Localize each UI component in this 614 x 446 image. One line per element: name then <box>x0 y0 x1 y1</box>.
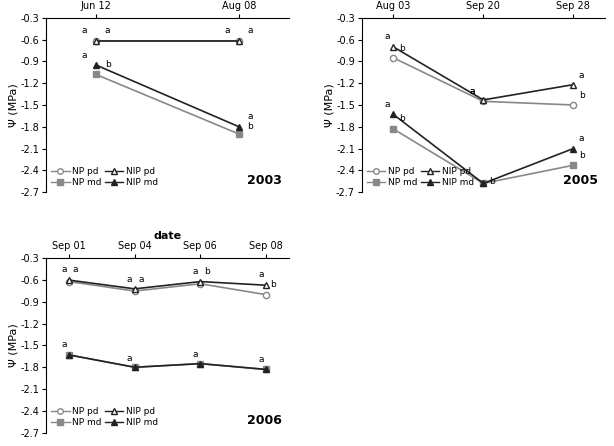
Y-axis label: Ψ (MPa): Ψ (MPa) <box>9 83 18 127</box>
Text: a: a <box>384 99 390 109</box>
Text: a: a <box>384 32 390 41</box>
Text: a: a <box>470 87 475 95</box>
Legend: NP pd, NP md, NIP pd, NIP md: NP pd, NP md, NIP pd, NIP md <box>367 166 475 188</box>
Text: a: a <box>192 268 198 277</box>
Text: b: b <box>104 60 111 69</box>
Y-axis label: Ψ (MPa): Ψ (MPa) <box>325 83 335 127</box>
Text: a: a <box>258 270 263 279</box>
Text: b: b <box>204 268 210 277</box>
Text: a: a <box>61 265 67 274</box>
Text: a: a <box>139 275 144 284</box>
Text: b: b <box>579 151 585 160</box>
Text: a: a <box>258 355 263 364</box>
Y-axis label: Ψ (MPa): Ψ (MPa) <box>9 324 18 368</box>
Text: a: a <box>225 26 230 35</box>
Text: a: a <box>104 26 110 35</box>
Text: b: b <box>270 280 276 289</box>
Text: a: a <box>192 350 198 359</box>
Text: a: a <box>127 354 132 363</box>
Text: a: a <box>61 340 67 349</box>
Text: a: a <box>579 70 584 79</box>
Text: a: a <box>127 275 132 284</box>
Text: b: b <box>489 178 494 186</box>
Text: a: a <box>82 26 87 35</box>
Text: a: a <box>579 134 584 143</box>
Text: b: b <box>398 114 405 123</box>
Text: a: a <box>247 112 253 121</box>
X-axis label: date: date <box>154 231 182 241</box>
Text: b: b <box>398 44 405 53</box>
Legend: NP pd, NP md, NIP pd, NIP md: NP pd, NP md, NIP pd, NIP md <box>50 406 159 428</box>
Text: 2003: 2003 <box>247 174 282 187</box>
Text: a: a <box>82 51 87 60</box>
Text: a: a <box>73 265 79 274</box>
Text: a: a <box>247 26 253 35</box>
Text: a: a <box>470 87 475 95</box>
Text: b: b <box>247 122 254 131</box>
Text: 2005: 2005 <box>562 174 597 187</box>
Text: b: b <box>579 91 585 100</box>
Text: 2006: 2006 <box>247 414 282 427</box>
Legend: NP pd, NP md, NIP pd, NIP md: NP pd, NP md, NIP pd, NIP md <box>50 166 159 188</box>
